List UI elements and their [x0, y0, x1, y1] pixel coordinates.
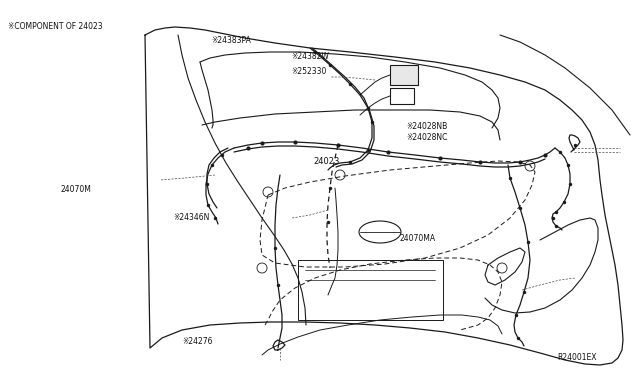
Text: ※24028NB: ※24028NB — [406, 122, 447, 131]
Text: ※252330: ※252330 — [291, 67, 326, 76]
Text: R24001EX: R24001EX — [557, 353, 596, 362]
Text: 24023: 24023 — [314, 157, 340, 166]
Bar — [390, 88, 414, 104]
Text: ※24028NC: ※24028NC — [406, 133, 448, 142]
Text: ※24383PA: ※24383PA — [211, 36, 251, 45]
Text: ※24346N: ※24346N — [173, 213, 209, 222]
Text: ※24382W: ※24382W — [291, 52, 329, 61]
Bar — [390, 65, 418, 85]
Text: ※24276: ※24276 — [182, 337, 213, 346]
Text: ※COMPONENT OF 24023: ※COMPONENT OF 24023 — [8, 22, 102, 31]
Text: 24070M: 24070M — [61, 185, 92, 194]
Text: 24070MA: 24070MA — [400, 234, 436, 243]
Bar — [298, 260, 443, 320]
